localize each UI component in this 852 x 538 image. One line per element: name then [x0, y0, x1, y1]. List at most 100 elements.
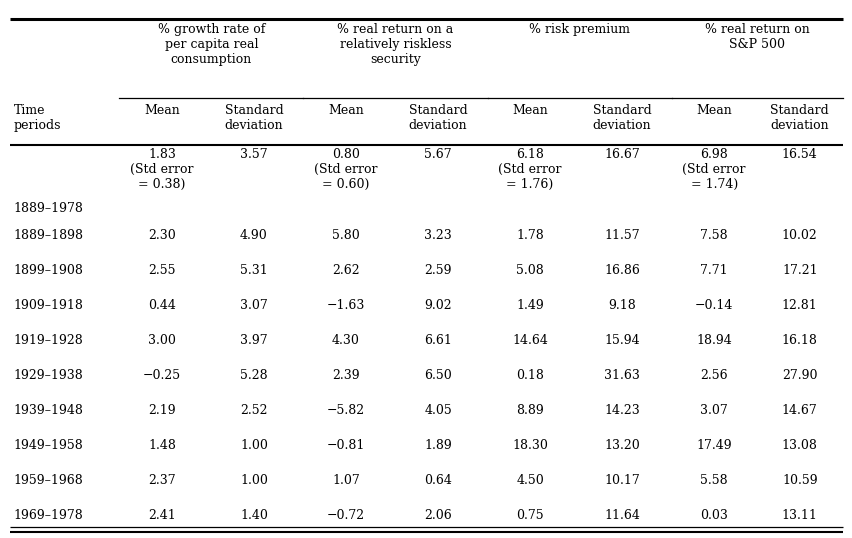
Text: 16.18: 16.18	[781, 334, 817, 347]
Text: 8.89: 8.89	[515, 404, 544, 417]
Text: 4.30: 4.30	[331, 334, 360, 347]
Text: 0.03: 0.03	[699, 508, 728, 522]
Text: −0.72: −0.72	[326, 508, 365, 522]
Text: % real return on a
relatively riskless
security: % real return on a relatively riskless s…	[337, 23, 453, 66]
Text: 9.18: 9.18	[607, 299, 636, 312]
Text: 7.58: 7.58	[699, 229, 727, 242]
Text: −1.63: −1.63	[326, 299, 365, 312]
Text: 1909–1918: 1909–1918	[14, 299, 83, 312]
Text: 3.23: 3.23	[423, 229, 452, 242]
Text: 10.02: 10.02	[781, 229, 817, 242]
Text: 1.48: 1.48	[148, 438, 176, 452]
Text: 1949–1958: 1949–1958	[14, 438, 83, 452]
Text: 5.28: 5.28	[240, 369, 268, 382]
Text: Mean: Mean	[144, 104, 180, 117]
Text: 7.71: 7.71	[699, 264, 727, 277]
Text: 6.18
(Std error
= 1.76): 6.18 (Std error = 1.76)	[498, 148, 561, 191]
Text: 31.63: 31.63	[603, 369, 639, 382]
Text: 0.75: 0.75	[515, 508, 544, 522]
Text: % risk premium: % risk premium	[528, 23, 630, 36]
Text: 4.50: 4.50	[515, 473, 544, 487]
Text: −0.14: −0.14	[694, 299, 733, 312]
Text: 1.40: 1.40	[239, 508, 268, 522]
Text: 2.06: 2.06	[423, 508, 452, 522]
Text: Standard
deviation: Standard deviation	[592, 104, 651, 132]
Text: 3.00: 3.00	[148, 334, 176, 347]
Text: 5.67: 5.67	[423, 148, 452, 161]
Text: 1929–1938: 1929–1938	[14, 369, 83, 382]
Text: 2.39: 2.39	[331, 369, 360, 382]
Text: 1.89: 1.89	[423, 438, 452, 452]
Text: 1889–1898: 1889–1898	[14, 229, 83, 242]
Text: 0.44: 0.44	[148, 299, 176, 312]
Text: 12.81: 12.81	[781, 299, 817, 312]
Text: Mean: Mean	[328, 104, 364, 117]
Text: Standard
deviation: Standard deviation	[408, 104, 467, 132]
Text: −5.82: −5.82	[326, 404, 365, 417]
Text: 5.80: 5.80	[331, 229, 360, 242]
Text: 15.94: 15.94	[603, 334, 639, 347]
Text: 4.05: 4.05	[423, 404, 452, 417]
Text: 5.08: 5.08	[515, 264, 544, 277]
Text: 2.30: 2.30	[148, 229, 176, 242]
Text: 2.59: 2.59	[423, 264, 452, 277]
Text: 2.56: 2.56	[699, 369, 727, 382]
Text: 1899–1908: 1899–1908	[14, 264, 83, 277]
Text: 14.67: 14.67	[781, 404, 817, 417]
Text: Standard
deviation: Standard deviation	[224, 104, 283, 132]
Text: 2.52: 2.52	[240, 404, 268, 417]
Text: 18.94: 18.94	[695, 334, 731, 347]
Text: 3.97: 3.97	[240, 334, 268, 347]
Text: −0.25: −0.25	[143, 369, 181, 382]
Text: 6.50: 6.50	[423, 369, 452, 382]
Text: Mean: Mean	[512, 104, 547, 117]
Text: 16.67: 16.67	[603, 148, 639, 161]
Text: 5.58: 5.58	[699, 473, 727, 487]
Text: 3.07: 3.07	[699, 404, 728, 417]
Text: 17.49: 17.49	[695, 438, 731, 452]
Text: 1889–1978: 1889–1978	[14, 202, 83, 215]
Text: 1.49: 1.49	[515, 299, 544, 312]
Text: 1.78: 1.78	[515, 229, 544, 242]
Text: 1.00: 1.00	[239, 438, 268, 452]
Text: 4.90: 4.90	[239, 229, 268, 242]
Text: 9.02: 9.02	[423, 299, 452, 312]
Text: 2.62: 2.62	[331, 264, 360, 277]
Text: 2.37: 2.37	[148, 473, 176, 487]
Text: % real return on
S&P 500: % real return on S&P 500	[704, 23, 809, 51]
Text: Mean: Mean	[695, 104, 731, 117]
Text: 10.59: 10.59	[781, 473, 816, 487]
Text: 27.90: 27.90	[781, 369, 816, 382]
Text: 10.17: 10.17	[603, 473, 639, 487]
Text: 1959–1968: 1959–1968	[14, 473, 83, 487]
Text: 14.23: 14.23	[603, 404, 639, 417]
Text: 1.83
(Std error
= 0.38): 1.83 (Std error = 0.38)	[130, 148, 193, 191]
Text: Standard
deviation: Standard deviation	[769, 104, 828, 132]
Text: 6.61: 6.61	[423, 334, 452, 347]
Text: 16.54: 16.54	[781, 148, 817, 161]
Text: 2.55: 2.55	[148, 264, 176, 277]
Text: 17.21: 17.21	[781, 264, 816, 277]
Text: 13.11: 13.11	[781, 508, 817, 522]
Text: 5.31: 5.31	[239, 264, 268, 277]
Text: −0.81: −0.81	[326, 438, 365, 452]
Text: 11.64: 11.64	[603, 508, 639, 522]
Text: 1.00: 1.00	[239, 473, 268, 487]
Text: 14.64: 14.64	[511, 334, 547, 347]
Text: 1939–1948: 1939–1948	[14, 404, 83, 417]
Text: 2.41: 2.41	[148, 508, 176, 522]
Text: 1919–1928: 1919–1928	[14, 334, 83, 347]
Text: Time
periods: Time periods	[14, 104, 61, 132]
Text: 11.57: 11.57	[603, 229, 639, 242]
Text: 13.08: 13.08	[781, 438, 817, 452]
Text: 13.20: 13.20	[603, 438, 639, 452]
Text: 16.86: 16.86	[603, 264, 639, 277]
Text: 2.19: 2.19	[148, 404, 176, 417]
Text: 0.18: 0.18	[515, 369, 544, 382]
Text: 6.98
(Std error
= 1.74): 6.98 (Std error = 1.74)	[682, 148, 745, 191]
Text: 18.30: 18.30	[511, 438, 547, 452]
Text: 3.57: 3.57	[240, 148, 268, 161]
Text: 3.07: 3.07	[239, 299, 268, 312]
Text: 1969–1978: 1969–1978	[14, 508, 83, 522]
Text: 0.64: 0.64	[423, 473, 452, 487]
